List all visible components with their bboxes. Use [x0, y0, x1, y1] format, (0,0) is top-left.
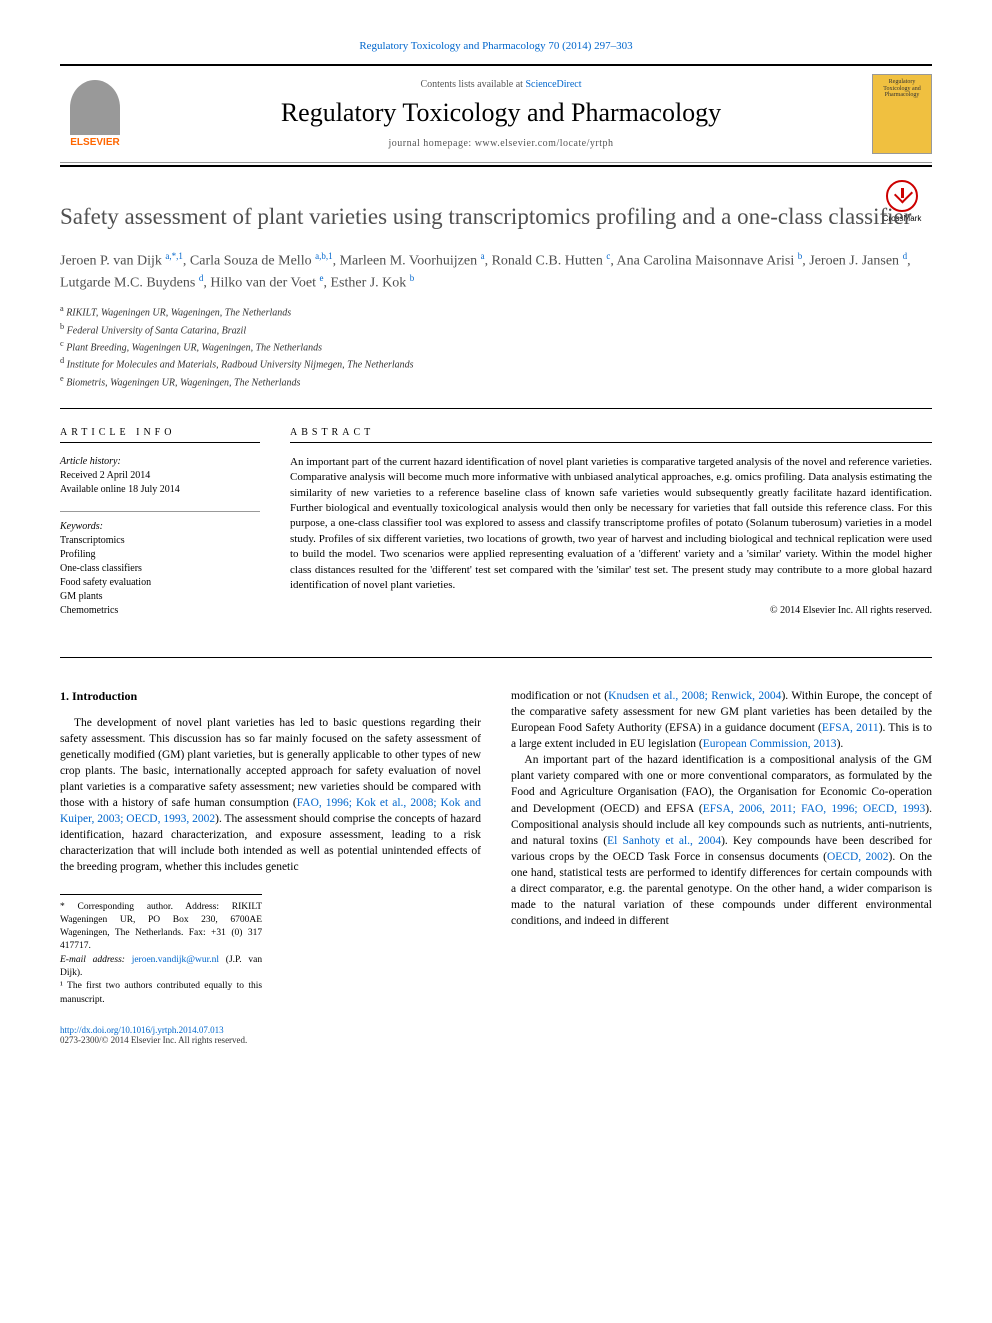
contents-available-line: Contents lists available at ScienceDirec…	[130, 79, 872, 90]
journal-header-bar: ELSEVIER Contents lists available at Sci…	[60, 64, 932, 163]
article-history-block: Article history: Received 2 April 2014Av…	[60, 455, 260, 497]
keywords-heading: Keywords:	[60, 520, 260, 534]
citation-header: Regulatory Toxicology and Pharmacology 7…	[60, 40, 932, 52]
author-email-link[interactable]: jeroen.vandijk@wur.nl	[132, 955, 219, 965]
email-line: E-mail address: jeroen.vandijk@wur.nl (J…	[60, 954, 262, 981]
contents-prefix: Contents lists available at	[420, 79, 525, 90]
cover-text: Regulatory Toxicology and Pharmacology	[877, 79, 927, 99]
keyword-item: Chemometrics	[60, 604, 260, 618]
homepage-url[interactable]: www.elsevier.com/locate/yrtph	[475, 138, 614, 149]
body-paragraph: The development of novel plant varieties…	[60, 715, 481, 876]
corresponding-author-note: * Corresponding author. Address: RIKILT …	[60, 901, 262, 954]
sciencedirect-link[interactable]: ScienceDirect	[525, 79, 581, 90]
article-title: Safety assessment of plant varieties usi…	[60, 202, 932, 232]
body-column-right: modification or not (Knudsen et al., 200…	[511, 688, 932, 1007]
elsevier-tree-icon	[70, 80, 120, 135]
keyword-item: One-class classifiers	[60, 562, 260, 576]
footnotes-block: * Corresponding author. Address: RIKILT …	[60, 894, 262, 1007]
keywords-block: Keywords: TranscriptomicsProfilingOne-cl…	[60, 520, 260, 618]
keyword-item: Profiling	[60, 548, 260, 562]
journal-homepage-line: journal homepage: www.elsevier.com/locat…	[130, 138, 872, 149]
issn-copyright: 0273-2300/© 2014 Elsevier Inc. All right…	[60, 1035, 932, 1045]
affiliation-item: b Federal University of Santa Catarina, …	[60, 321, 932, 338]
doi-link[interactable]: http://dx.doi.org/10.1016/j.yrtph.2014.0…	[60, 1025, 932, 1035]
homepage-prefix: journal homepage:	[388, 138, 474, 149]
elsevier-label: ELSEVIER	[70, 137, 119, 148]
abstract-text: An important part of the current hazard …	[290, 455, 932, 594]
section-title: Introduction	[72, 689, 137, 703]
elsevier-logo: ELSEVIER	[60, 74, 130, 154]
journal-title: Regulatory Toxicology and Pharmacology	[130, 98, 872, 128]
affiliations-list: a RIKILT, Wageningen UR, Wageningen, The…	[60, 303, 932, 390]
journal-cover-thumbnail: Regulatory Toxicology and Pharmacology	[872, 74, 932, 154]
abstract-label: ABSTRACT	[290, 427, 932, 443]
abstract-copyright: © 2014 Elsevier Inc. All rights reserved…	[290, 605, 932, 616]
section-number: 1.	[60, 689, 69, 703]
body-column-left: 1. Introduction The development of novel…	[60, 688, 481, 1007]
body-paragraph: modification or not (Knudsen et al., 200…	[511, 688, 932, 929]
affiliation-item: e Biometris, Wageningen UR, Wageningen, …	[60, 373, 932, 390]
history-line: Available online 18 July 2014	[60, 483, 260, 497]
crossmark-icon	[886, 180, 918, 212]
equal-contribution-note: ¹ The first two authors contributed equa…	[60, 980, 262, 1007]
keyword-item: Food safety evaluation	[60, 576, 260, 590]
email-label: E-mail address:	[60, 955, 132, 965]
section-heading: 1. Introduction	[60, 688, 481, 705]
affiliation-item: d Institute for Molecules and Materials,…	[60, 355, 932, 372]
history-heading: Article history:	[60, 455, 260, 469]
affiliation-item: c Plant Breeding, Wageningen UR, Wagenin…	[60, 338, 932, 355]
keyword-item: GM plants	[60, 590, 260, 604]
history-line: Received 2 April 2014	[60, 469, 260, 483]
affiliation-item: a RIKILT, Wageningen UR, Wageningen, The…	[60, 303, 932, 320]
authors-list: Jeroen P. van Dijk a,*,1, Carla Souza de…	[60, 250, 932, 293]
keyword-item: Transcriptomics	[60, 534, 260, 548]
article-info-label: ARTICLE INFO	[60, 427, 260, 443]
